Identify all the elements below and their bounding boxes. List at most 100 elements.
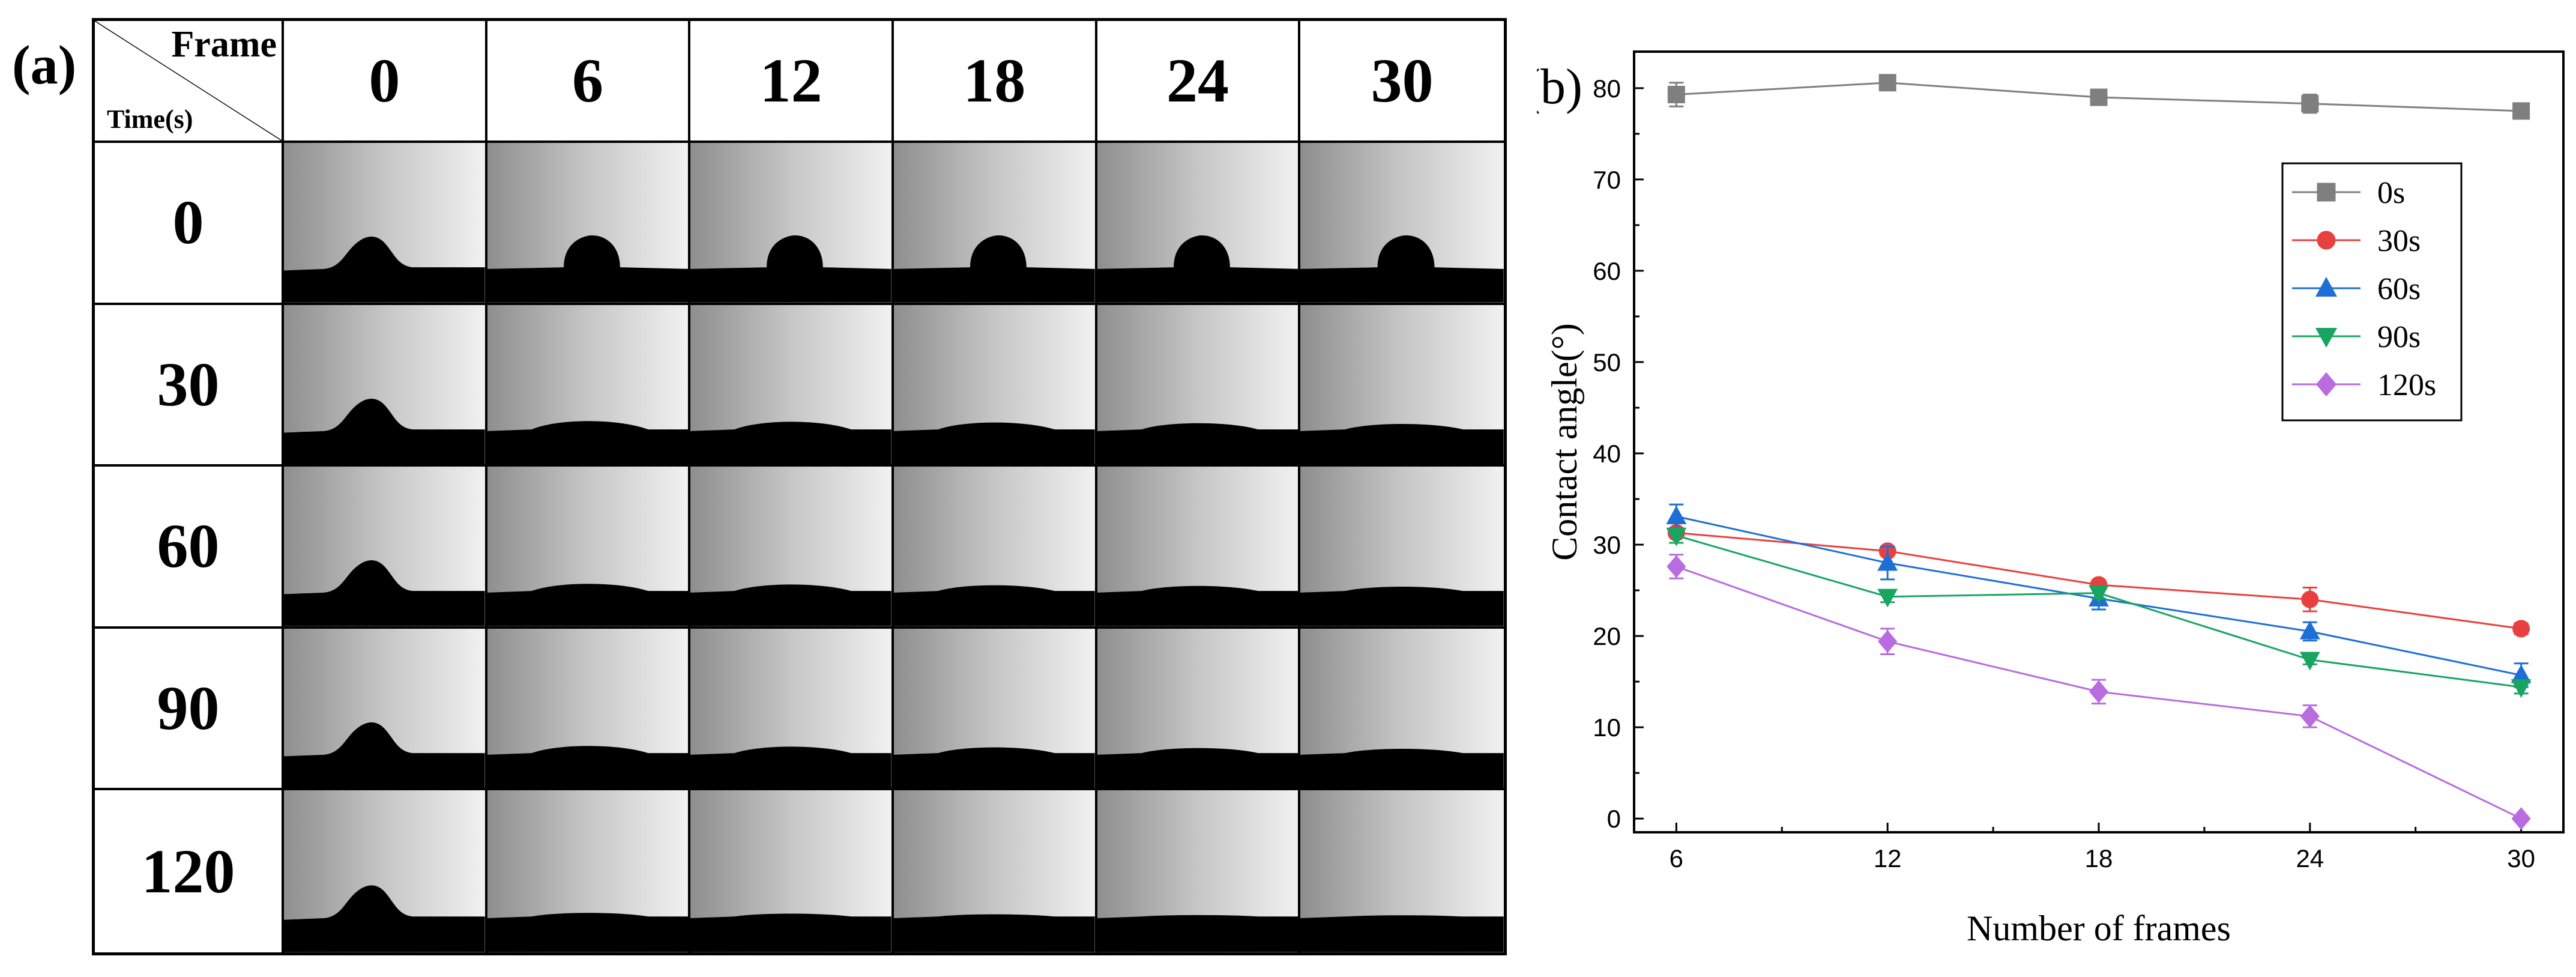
y-tick-label: 10 <box>1593 713 1621 742</box>
droplet-silhouette <box>690 422 891 465</box>
droplet-image <box>284 467 487 629</box>
droplet-silhouette <box>1097 423 1299 465</box>
legend: 0s 30s 60s 90s 120s <box>2281 162 2463 422</box>
time-header: 0 <box>95 143 284 305</box>
y-tick-label: 70 <box>1593 166 1621 194</box>
droplet-silhouette <box>893 235 1095 303</box>
legend-box <box>2281 162 2463 422</box>
x-axis-title: Number of frames <box>1967 909 2231 948</box>
y-tick-label: 50 <box>1593 348 1621 377</box>
data-point <box>2301 590 2319 608</box>
droplet-image-table: Frame Time(s) 0 6 12 18 24 30 0 30 60 90 120 <box>92 18 1507 955</box>
legend-label: 60s <box>2377 272 2421 306</box>
panel-b-label: (b) <box>1537 59 1582 115</box>
data-point <box>2512 620 2530 638</box>
corner-frame-label: Frame <box>171 24 277 65</box>
data-point <box>2511 679 2532 698</box>
droplet-image <box>893 790 1097 952</box>
droplet-image <box>893 467 1097 629</box>
data-point <box>1666 527 1687 546</box>
y-tick-label: 80 <box>1593 74 1621 103</box>
droplet-image <box>1300 304 1504 467</box>
droplet-silhouette <box>1097 585 1299 626</box>
droplet-silhouette <box>1300 915 1504 952</box>
droplet-silhouette <box>690 746 891 788</box>
time-header: 30 <box>95 304 284 467</box>
droplet-image <box>487 304 691 467</box>
time-header: 60 <box>95 467 284 629</box>
droplet-image <box>893 143 1097 305</box>
droplet-silhouette <box>1300 748 1504 788</box>
droplet-image <box>690 628 894 791</box>
droplet-image <box>284 143 487 305</box>
y-axis-title: Contact angle(°) <box>1545 323 1584 561</box>
data-point <box>1877 552 1898 571</box>
droplet-image <box>690 143 894 305</box>
series-120s <box>1667 554 2531 830</box>
droplet-silhouette <box>1300 235 1504 303</box>
axis-ticks: 6 12 18 24 30 0 10 20 30 40 50 60 70 80 <box>1593 74 2535 873</box>
droplet-silhouette <box>893 915 1095 952</box>
droplet-silhouette <box>893 422 1095 465</box>
droplet-silhouette <box>1300 423 1504 465</box>
x-tick-label: 30 <box>2507 844 2535 873</box>
droplet-silhouette <box>284 560 485 626</box>
droplet-image <box>487 143 691 305</box>
droplet-image <box>487 467 691 629</box>
droplet-silhouette <box>1097 235 1299 303</box>
y-tick-label: 0 <box>1607 805 1621 833</box>
droplet-image <box>690 467 894 629</box>
droplet-image <box>1097 628 1301 791</box>
legend-marker <box>2317 183 2336 202</box>
time-header: 90 <box>95 628 284 791</box>
droplet-image <box>690 304 894 467</box>
droplet-silhouette <box>284 722 485 788</box>
legend-marker <box>2315 276 2338 297</box>
x-tick-label: 18 <box>2085 844 2113 873</box>
droplet-image <box>1300 790 1504 952</box>
droplet-image <box>284 628 487 791</box>
data-point <box>2089 585 2109 604</box>
droplet-silhouette <box>284 236 485 303</box>
data-point <box>2090 88 2108 106</box>
contact-angle-chart: (b) 6 12 18 24 30 0 10 20 30 40 50 60 70 80 Number of… <box>1524 0 2576 974</box>
corner-diagonal-line <box>95 21 282 141</box>
x-tick-label: 12 <box>1874 844 1902 873</box>
frame-header: 6 <box>487 21 691 143</box>
data-point <box>2299 620 2320 640</box>
droplet-image <box>690 790 894 952</box>
droplet-silhouette <box>893 747 1095 788</box>
y-tick-label: 60 <box>1593 257 1621 285</box>
droplet-silhouette <box>690 235 891 303</box>
droplet-silhouette <box>284 885 485 952</box>
time-header: 120 <box>95 790 284 952</box>
droplet-image <box>487 790 691 952</box>
data-point <box>1666 506 1687 525</box>
chart-svg: (b) 6 12 18 24 30 0 10 20 30 40 50 60 70 80 Number of… <box>1524 50 2565 948</box>
droplet-image <box>1300 143 1504 305</box>
droplet-silhouette <box>284 398 485 465</box>
data-point <box>1878 630 1898 653</box>
droplet-silhouette <box>487 746 689 788</box>
data-point <box>2089 680 2109 703</box>
droplet-image <box>1097 790 1301 952</box>
data-point <box>1878 74 1896 92</box>
droplet-image <box>893 628 1097 791</box>
droplet-silhouette <box>1097 748 1299 788</box>
droplet-image <box>284 790 487 952</box>
legend-label: 30s <box>2377 224 2421 258</box>
data-point <box>2300 704 2320 728</box>
droplet-image <box>1097 467 1301 629</box>
data-point <box>1877 588 1898 608</box>
droplet-silhouette <box>690 584 891 626</box>
droplet-image <box>284 304 487 467</box>
data-point <box>2299 652 2320 671</box>
droplet-silhouette <box>487 913 689 952</box>
droplet-silhouette <box>487 420 689 465</box>
frame-header: 24 <box>1097 21 1301 143</box>
droplet-image <box>1300 628 1504 791</box>
y-tick-label: 20 <box>1593 622 1621 650</box>
y-tick-label: 30 <box>1593 531 1621 559</box>
frame-header: 12 <box>690 21 894 143</box>
series-0s <box>1667 74 2530 120</box>
